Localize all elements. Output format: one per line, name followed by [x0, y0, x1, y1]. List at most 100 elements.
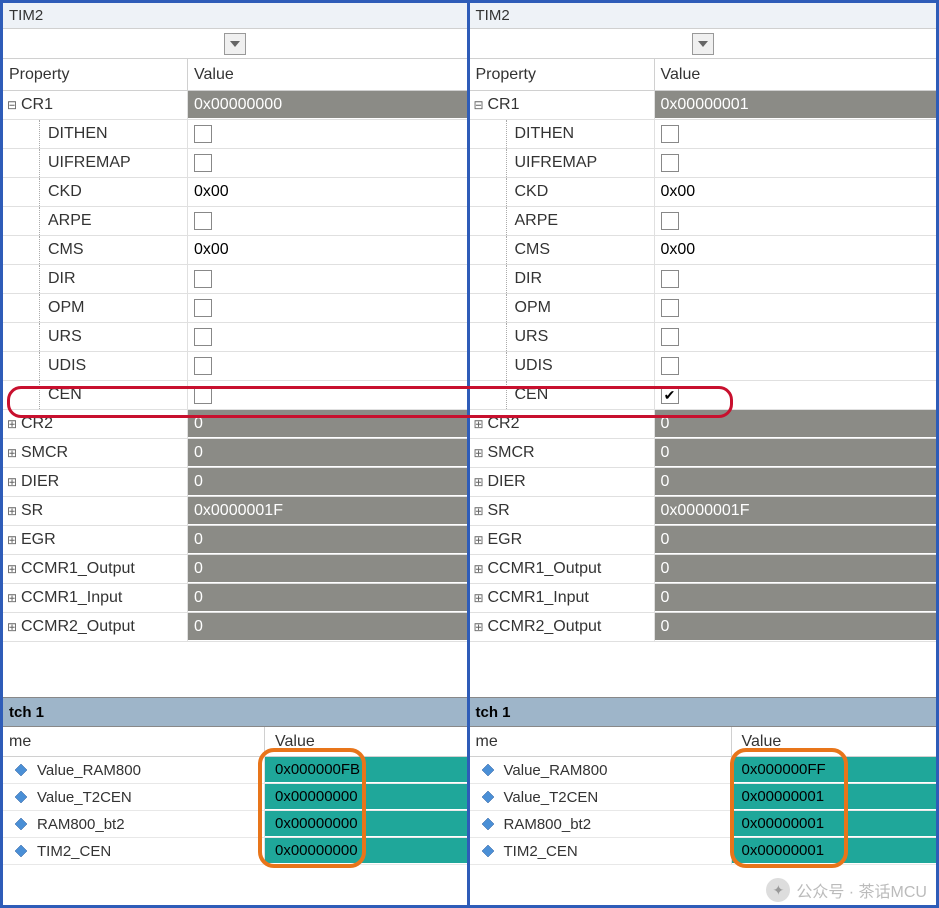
register-row-sr[interactable]: ⊞SR0x0000001F: [3, 497, 467, 526]
watch-row[interactable]: Value_T2CEN0x00000000: [3, 784, 467, 811]
watch-var-name: Value_T2CEN: [504, 789, 599, 806]
register-row-smcr[interactable]: ⊞SMCR0: [470, 439, 937, 468]
register-row-dier[interactable]: ⊞DIER0: [3, 468, 467, 497]
bit-checkbox[interactable]: [194, 270, 212, 288]
bit-row-dithen[interactable]: DITHEN: [3, 120, 467, 149]
bit-checkbox[interactable]: [194, 299, 212, 317]
watch-header-name[interactable]: me: [470, 727, 732, 756]
bit-row-cen[interactable]: CEN✔: [470, 381, 937, 410]
bit-checkbox[interactable]: [194, 125, 212, 143]
dropdown-button[interactable]: [224, 33, 246, 55]
header-value[interactable]: Value: [188, 59, 467, 90]
register-row-cr1[interactable]: ⊟CR1 0x00000001: [470, 91, 937, 120]
register-row-ccmr2_output[interactable]: ⊞CCMR2_Output0: [470, 613, 937, 642]
watch-var-name: Value_RAM800: [37, 762, 141, 779]
bit-row-dir[interactable]: DIR: [3, 265, 467, 294]
watch-row[interactable]: TIM2_CEN0x00000000: [3, 838, 467, 865]
watch-row[interactable]: Value_T2CEN0x00000001: [470, 784, 937, 811]
bit-checkbox[interactable]: [661, 154, 679, 172]
bit-checkbox[interactable]: [194, 328, 212, 346]
bit-row-ckd[interactable]: CKD0x00: [470, 178, 937, 207]
watch-row[interactable]: Value_RAM8000x000000FB: [3, 757, 467, 784]
watch-panel-title: tch 1: [3, 697, 467, 727]
watch-row[interactable]: RAM800_bt20x00000000: [3, 811, 467, 838]
bit-row-dithen[interactable]: DITHEN: [470, 120, 937, 149]
register-row-ccmr1_output[interactable]: ⊞CCMR1_Output0: [3, 555, 467, 584]
header-property[interactable]: Property: [3, 59, 188, 90]
expand-icon[interactable]: ⊞: [470, 475, 488, 489]
watch-row[interactable]: Value_RAM8000x000000FF: [470, 757, 937, 784]
expand-icon[interactable]: ⊞: [470, 562, 488, 576]
register-row-cr2[interactable]: ⊞CR20: [3, 410, 467, 439]
register-grid: ⊟CR1 0x00000001 DITHENUIFREMAPCKD0x00ARP…: [470, 91, 937, 642]
bit-checkbox[interactable]: [661, 299, 679, 317]
register-row-egr[interactable]: ⊞EGR0: [3, 526, 467, 555]
expand-icon[interactable]: ⊞: [470, 417, 488, 431]
watch-header-value[interactable]: Value: [732, 727, 937, 756]
register-row-cr1[interactable]: ⊟CR1 0x00000000: [3, 91, 467, 120]
dropdown-button[interactable]: [692, 33, 714, 55]
bit-checkbox[interactable]: ✔: [661, 386, 679, 404]
register-row-smcr[interactable]: ⊞SMCR0: [3, 439, 467, 468]
expand-icon[interactable]: ⊞: [470, 504, 488, 518]
bit-checkbox[interactable]: [661, 328, 679, 346]
bit-checkbox[interactable]: [661, 357, 679, 375]
bit-checkbox[interactable]: [194, 386, 212, 404]
register-row-sr[interactable]: ⊞SR0x0000001F: [470, 497, 937, 526]
collapse-icon[interactable]: ⊟: [470, 98, 488, 112]
bit-checkbox[interactable]: [194, 212, 212, 230]
bit-row-udis[interactable]: UDIS: [3, 352, 467, 381]
expand-icon[interactable]: ⊞: [3, 475, 21, 489]
collapse-icon[interactable]: ⊟: [3, 98, 21, 112]
bit-row-udis[interactable]: UDIS: [470, 352, 937, 381]
watch-row[interactable]: TIM2_CEN0x00000001: [470, 838, 937, 865]
bit-row-dir[interactable]: DIR: [470, 265, 937, 294]
bit-checkbox[interactable]: [661, 270, 679, 288]
bit-row-cms[interactable]: CMS0x00: [470, 236, 937, 265]
bit-checkbox[interactable]: [661, 212, 679, 230]
expand-icon[interactable]: ⊞: [3, 533, 21, 547]
expand-icon[interactable]: ⊞: [3, 620, 21, 634]
register-value: 0: [188, 613, 467, 641]
bit-row-uifremap[interactable]: UIFREMAP: [3, 149, 467, 178]
register-value: 0: [188, 526, 467, 554]
register-grid: ⊟CR1 0x00000000 DITHENUIFREMAPCKD0x00ARP…: [3, 91, 467, 642]
watch-header-value[interactable]: Value: [265, 727, 467, 756]
expand-icon[interactable]: ⊞: [3, 562, 21, 576]
expand-icon[interactable]: ⊞: [470, 446, 488, 460]
watch-panel-title: tch 1: [470, 697, 937, 727]
bit-checkbox[interactable]: [661, 125, 679, 143]
expand-icon[interactable]: ⊞: [470, 591, 488, 605]
bit-row-opm[interactable]: OPM: [3, 294, 467, 323]
expand-icon[interactable]: ⊞: [3, 504, 21, 518]
bit-checkbox[interactable]: [194, 357, 212, 375]
bit-row-ckd[interactable]: CKD0x00: [3, 178, 467, 207]
expand-icon[interactable]: ⊞: [470, 533, 488, 547]
register-row-ccmr2_output[interactable]: ⊞CCMR2_Output0: [3, 613, 467, 642]
register-row-ccmr1_input[interactable]: ⊞CCMR1_Input0: [470, 584, 937, 613]
bit-row-opm[interactable]: OPM: [470, 294, 937, 323]
register-row-cr2[interactable]: ⊞CR20: [470, 410, 937, 439]
register-row-ccmr1_output[interactable]: ⊞CCMR1_Output0: [470, 555, 937, 584]
bit-checkbox[interactable]: [194, 154, 212, 172]
bit-row-cms[interactable]: CMS0x00: [3, 236, 467, 265]
bit-row-uifremap[interactable]: UIFREMAP: [470, 149, 937, 178]
bit-row-arpe[interactable]: ARPE: [470, 207, 937, 236]
expand-icon[interactable]: ⊞: [3, 446, 21, 460]
expand-icon[interactable]: ⊞: [3, 417, 21, 431]
header-property[interactable]: Property: [470, 59, 655, 90]
watch-header-name[interactable]: me: [3, 727, 265, 756]
bit-row-urs[interactable]: URS: [470, 323, 937, 352]
expand-icon[interactable]: ⊞: [470, 620, 488, 634]
watch-row[interactable]: RAM800_bt20x00000001: [470, 811, 937, 838]
expand-icon[interactable]: ⊞: [3, 591, 21, 605]
bit-row-cen[interactable]: CEN: [3, 381, 467, 410]
bit-value: 0x00: [655, 178, 937, 206]
bit-row-arpe[interactable]: ARPE: [3, 207, 467, 236]
header-value[interactable]: Value: [655, 59, 937, 90]
register-row-dier[interactable]: ⊞DIER0: [470, 468, 937, 497]
watch-var-name: RAM800_bt2: [504, 816, 592, 833]
bit-row-urs[interactable]: URS: [3, 323, 467, 352]
register-row-ccmr1_input[interactable]: ⊞CCMR1_Input0: [3, 584, 467, 613]
register-row-egr[interactable]: ⊞EGR0: [470, 526, 937, 555]
